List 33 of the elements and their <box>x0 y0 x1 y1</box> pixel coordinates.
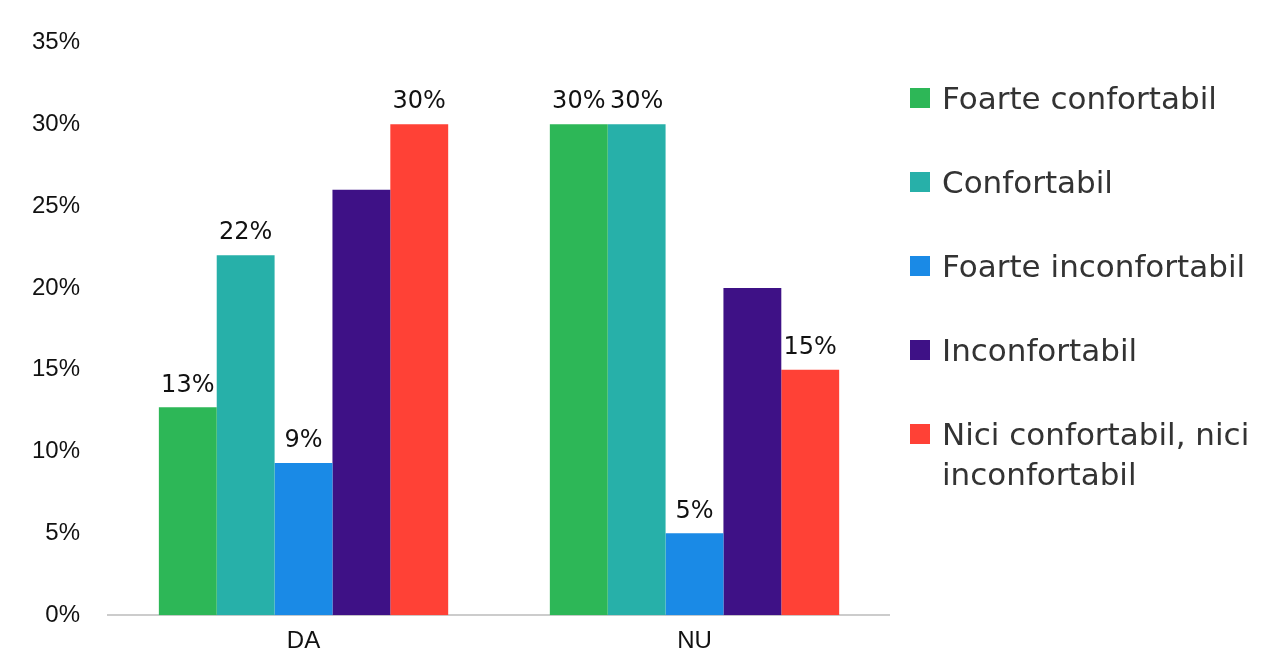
bar <box>665 533 724 616</box>
y-tick-label: 25% <box>31 190 81 218</box>
bar <box>723 287 782 616</box>
data-label: 30% <box>392 86 446 115</box>
data-label: 13% <box>161 369 215 398</box>
x-tick-label: NU <box>677 626 712 654</box>
y-tick-label: 0% <box>45 599 81 627</box>
bar <box>332 189 391 616</box>
data-label: 30% <box>552 86 606 115</box>
bar <box>158 407 217 616</box>
legend-label: Foarte confortabil <box>942 79 1217 118</box>
x-tick-label: DA <box>286 626 321 654</box>
data-label: 5% <box>675 495 714 524</box>
y-tick-label: 10% <box>31 436 81 464</box>
data-label: 9% <box>284 425 323 454</box>
data-label: 22% <box>218 217 273 246</box>
bar <box>390 124 449 616</box>
y-tick-label: 35% <box>31 27 81 55</box>
y-tick-label: 30% <box>31 108 81 136</box>
bar <box>607 124 666 616</box>
bar <box>216 255 275 616</box>
y-tick-label: 15% <box>31 354 81 382</box>
bar <box>274 463 333 616</box>
legend-label: Confortabil <box>942 163 1113 202</box>
bar <box>549 124 608 616</box>
legend-label: Nici confortabil, nici inconfortabil <box>942 415 1251 494</box>
bar <box>781 369 840 616</box>
data-label: 15% <box>783 331 837 360</box>
legend-label: Foarte inconfortabil <box>942 247 1246 286</box>
data-label: 30% <box>609 86 664 115</box>
legend-label: Inconfortabil <box>942 331 1138 370</box>
y-tick-label: 5% <box>45 518 81 545</box>
y-tick-label: 20% <box>31 272 81 300</box>
